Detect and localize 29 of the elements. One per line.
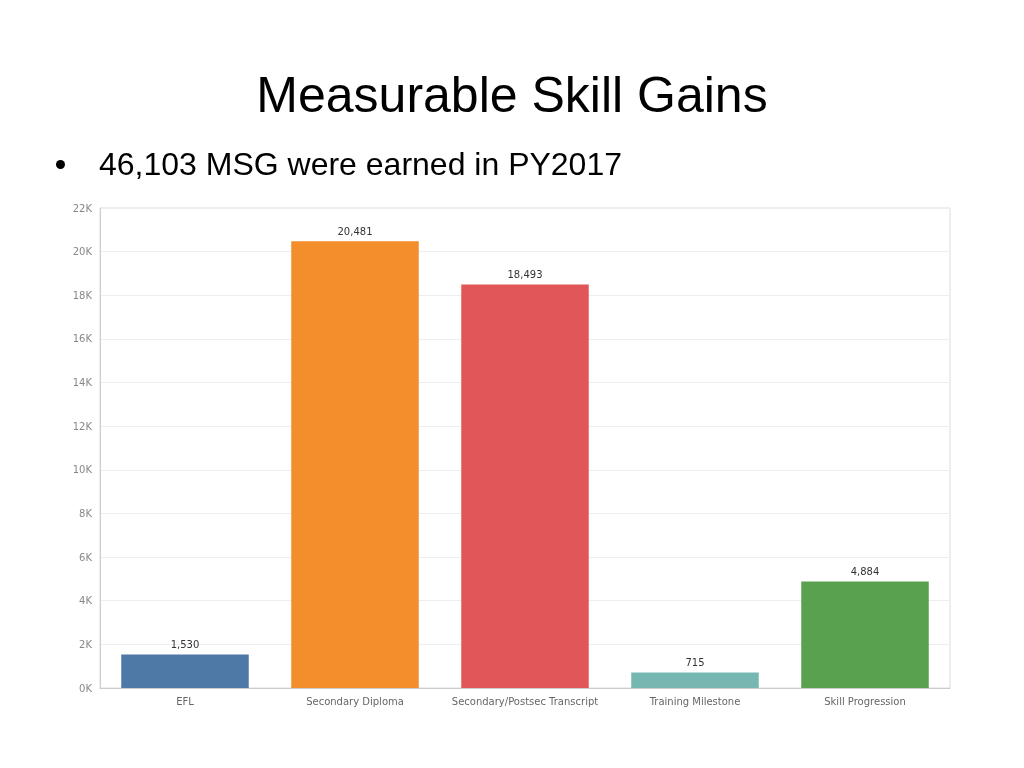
y-tick-label: 10K [72,464,93,476]
x-tick-label: EFL [176,695,195,707]
y-tick-label: 12K [72,420,93,432]
y-tick-label: 4K [79,595,93,607]
y-tick-label: 2K [79,638,93,650]
x-tick-label: Training Milestone [648,695,741,707]
bar [291,241,419,688]
x-tick-label: Secondary Diploma [306,695,404,707]
chart-title: Measurable Skill Gains [255,66,769,124]
y-tick-label: 22K [72,202,93,214]
data-label: 1,530 [170,639,200,651]
y-tick-label: 20K [72,246,93,258]
y-tick-label: 14K [72,377,93,389]
x-tick-label: Secondary/Postsec Transcript [451,695,599,707]
y-tick-label: 16K [72,333,93,345]
y-tick-label: 8K [79,507,93,519]
data-label: 4,884 [850,565,880,577]
y-tick-label: 6K [79,551,93,563]
data-label: 20,481 [337,225,373,237]
y-tick-label: 18K [72,289,93,301]
chart-subtitle: 46,103 MSG were earned in PY2017 [99,146,622,183]
x-tick-label: Skill Progression [824,695,906,707]
data-label: 18,493 [507,269,543,281]
bar [121,654,249,688]
data-label: 715 [685,656,705,668]
bar [461,284,589,688]
bar [801,581,929,688]
bar [631,672,759,688]
y-tick-label: 0K [79,682,93,694]
